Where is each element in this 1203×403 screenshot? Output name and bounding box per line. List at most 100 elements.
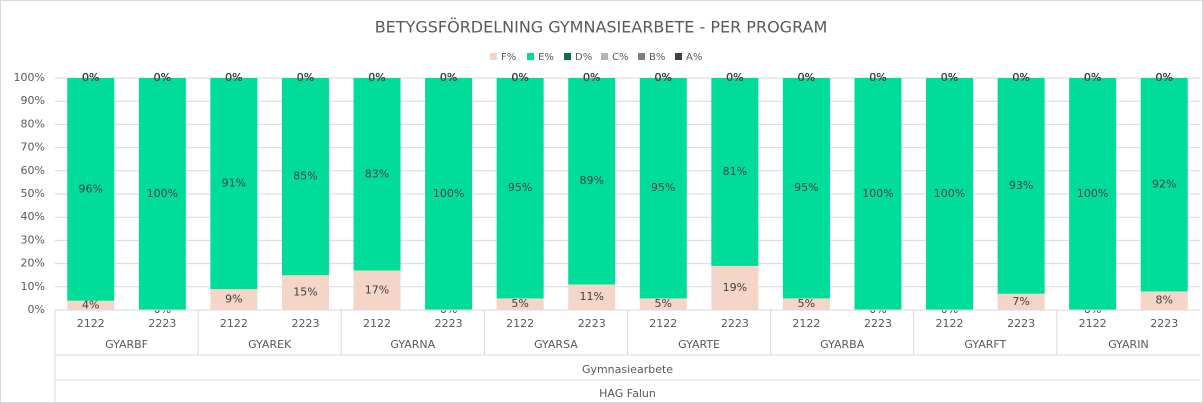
x-tick-label: 2223 [148, 317, 176, 330]
legend-label: D% [575, 52, 592, 63]
data-label: 0% [655, 71, 672, 84]
data-label: 0% [941, 71, 958, 84]
bar-segment [210, 289, 258, 310]
bar-segment [782, 298, 830, 310]
y-tick-label: 100% [14, 71, 45, 84]
data-label: 0% [1084, 71, 1101, 84]
data-label: 100% [934, 187, 965, 200]
data-label: 0% [511, 71, 528, 84]
data-label: 5% [655, 297, 672, 310]
data-label: 0% [511, 71, 528, 84]
data-label: 0% [941, 71, 958, 84]
y-tick-label: 0% [28, 303, 45, 316]
data-label: 95% [508, 181, 532, 194]
x-tick-label: 2122 [792, 317, 820, 330]
data-label: 0% [1012, 71, 1029, 84]
bar-segment [67, 78, 115, 301]
data-label: 0% [798, 71, 815, 84]
data-label: 0% [82, 71, 99, 84]
chart-title: BETYGSFÖRDELNING GYMNASIEARBETE - PER PR… [375, 18, 828, 37]
data-label: 0% [726, 71, 743, 84]
x-tick-label: 2122 [1079, 317, 1107, 330]
data-label: 0% [583, 71, 600, 84]
data-label: 0% [583, 71, 600, 84]
data-label: 0% [297, 71, 314, 84]
y-tick-label: 30% [21, 233, 45, 246]
data-label: 0% [1155, 71, 1172, 84]
y-tick-label: 20% [21, 257, 45, 270]
data-label: 17% [365, 283, 389, 296]
data-label: 100% [862, 187, 893, 200]
data-label: 0% [1012, 71, 1029, 84]
data-label: 0% [726, 71, 743, 84]
x-tick-label: 2223 [435, 317, 463, 330]
group-label-level3: HAG Falun [599, 387, 656, 400]
data-label: 15% [293, 286, 317, 299]
legend-swatch [601, 53, 608, 60]
data-label: 0% [82, 71, 99, 84]
data-label: 0% [368, 71, 385, 84]
x-tick-label: 2223 [1150, 317, 1178, 330]
data-label: 0% [655, 71, 672, 84]
data-label: 0% [655, 71, 672, 84]
legend-swatch [675, 53, 682, 60]
group-label: GYAREK [248, 338, 292, 351]
data-label: 0% [798, 71, 815, 84]
data-label: 0% [82, 71, 99, 84]
legend-swatch [490, 53, 497, 60]
bar-segment [496, 78, 544, 299]
data-label: 96% [79, 182, 103, 195]
x-tick-label: 2122 [363, 317, 391, 330]
data-label: 89% [579, 174, 603, 187]
bar-segment [639, 78, 687, 299]
x-tick-label: 2122 [220, 317, 248, 330]
legend-swatch [564, 53, 571, 60]
data-label: 0% [225, 71, 242, 84]
data-label: 0% [726, 71, 743, 84]
data-label: 0% [1012, 71, 1029, 84]
data-label: 0% [655, 71, 672, 84]
legend-label: F% [501, 52, 516, 63]
data-label: 0% [869, 71, 886, 84]
data-label: 0% [225, 71, 242, 84]
data-label: 0% [1155, 71, 1172, 84]
data-label: 0% [154, 71, 171, 84]
data-label: 0% [869, 71, 886, 84]
data-label: 0% [82, 71, 99, 84]
bar-segment [210, 78, 258, 290]
data-label: 8% [1155, 294, 1172, 307]
data-label: 100% [1077, 187, 1108, 200]
data-label: 92% [1152, 178, 1176, 191]
data-label: 91% [222, 177, 246, 190]
bar-segment [1069, 78, 1117, 310]
data-label: 0% [225, 71, 242, 84]
bar-segment [281, 78, 329, 276]
data-label: 0% [941, 71, 958, 84]
x-tick-label: 2223 [864, 317, 892, 330]
group-label: GYARSA [534, 338, 578, 351]
data-label: 83% [365, 167, 389, 180]
bar-segment [1140, 291, 1188, 310]
bar-segment [854, 78, 902, 310]
bar-segment [926, 78, 974, 310]
data-label: 0% [440, 71, 457, 84]
group-label-level2: Gymnasiearbete [582, 363, 673, 376]
x-tick-label: 2122 [649, 317, 677, 330]
data-label: 0% [583, 71, 600, 84]
data-label: 0% [798, 71, 815, 84]
data-label: 5% [798, 297, 815, 310]
group-label: GYARTE [678, 338, 720, 351]
data-label: 0% [941, 71, 958, 84]
bar-segment [711, 78, 759, 266]
data-label: 0% [297, 71, 314, 84]
data-label: 7% [1012, 295, 1029, 308]
bar-segment [353, 270, 401, 310]
legend-label: E% [538, 52, 554, 63]
bar-segment [138, 78, 186, 310]
bar-segment [711, 265, 759, 310]
bar-segment [425, 78, 473, 310]
data-label: 85% [293, 170, 317, 183]
bar-segment [568, 284, 616, 310]
data-label: 0% [1084, 71, 1101, 84]
bar-segment [67, 300, 115, 310]
